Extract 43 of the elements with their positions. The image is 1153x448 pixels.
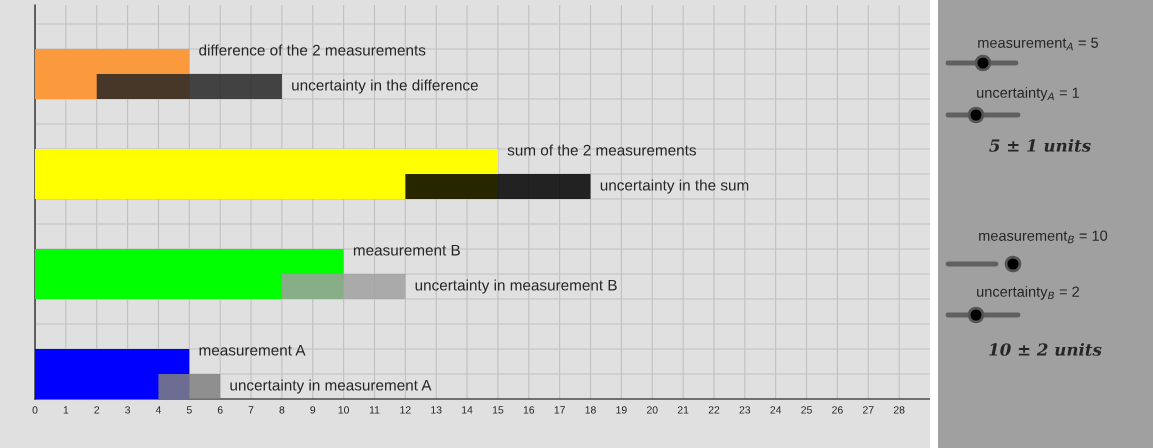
x-tick-label: 28 bbox=[893, 406, 905, 414]
x-tick-label: 21 bbox=[677, 406, 689, 414]
x-tick-label: 16 bbox=[523, 406, 535, 414]
y-tick-label: uncertainty in the difference bbox=[292, 79, 478, 94]
x-tick-label: 7 bbox=[248, 406, 254, 414]
x-tick-label: 12 bbox=[400, 406, 411, 414]
x-tick-label: 23 bbox=[739, 406, 751, 414]
x-tick-label: 22 bbox=[708, 406, 720, 414]
x-tick-label: 3 bbox=[125, 406, 131, 414]
y-tick-label: uncertainty in measurement A bbox=[230, 379, 432, 394]
x-tick-label: 1 bbox=[63, 406, 69, 414]
y-tick-label: difference of the 2 measurements bbox=[199, 44, 426, 56]
x-tick-label: 15 bbox=[492, 406, 504, 414]
y-tick-label: uncertainty in measurement B bbox=[415, 279, 617, 294]
x-tick-label: 25 bbox=[801, 406, 812, 414]
x-tick-label: 9 bbox=[310, 406, 316, 414]
text: measurement$_{B}$ = 10 bbox=[979, 230, 1108, 244]
x-tick-label: 26 bbox=[832, 406, 843, 414]
x-tick-label: 4 bbox=[155, 406, 162, 414]
text: measurement$_{A}$ = 5 bbox=[978, 37, 1099, 51]
x-tick-label: 19 bbox=[616, 406, 627, 414]
x-tick-label: 17 bbox=[554, 406, 565, 414]
y-tick-label: measurement B bbox=[353, 244, 460, 256]
x-tick-label: 24 bbox=[770, 406, 782, 414]
x-tick-label: 10 bbox=[338, 406, 350, 414]
x-tick-label: 2 bbox=[94, 406, 100, 414]
x-tick-label: 20 bbox=[646, 406, 658, 414]
y-tick-label: measurement A bbox=[199, 344, 306, 356]
text: uncertainty$_{B}$ = 2 bbox=[977, 286, 1080, 300]
x-tick-label: 27 bbox=[863, 406, 874, 414]
y-tick-label: uncertainty in the sum bbox=[600, 179, 749, 194]
x-tick-label: 13 bbox=[431, 406, 442, 414]
x-tick-label: 6 bbox=[217, 406, 223, 414]
x-tick-label: 11 bbox=[369, 406, 380, 414]
x-tick-label: 18 bbox=[585, 406, 596, 414]
y-tick-label: sum of the 2 measurements bbox=[507, 144, 696, 156]
x-tick-label: 0 bbox=[32, 406, 38, 414]
text: 5 ± 1 units bbox=[989, 138, 1091, 152]
text: uncertainty$_{A}$ = 1 bbox=[977, 87, 1080, 101]
x-tick-label: 14 bbox=[462, 406, 473, 414]
x-tick-label: 8 bbox=[279, 406, 285, 414]
x-tick-label: 5 bbox=[186, 406, 192, 414]
text: 10 ± 2 units bbox=[989, 342, 1102, 356]
